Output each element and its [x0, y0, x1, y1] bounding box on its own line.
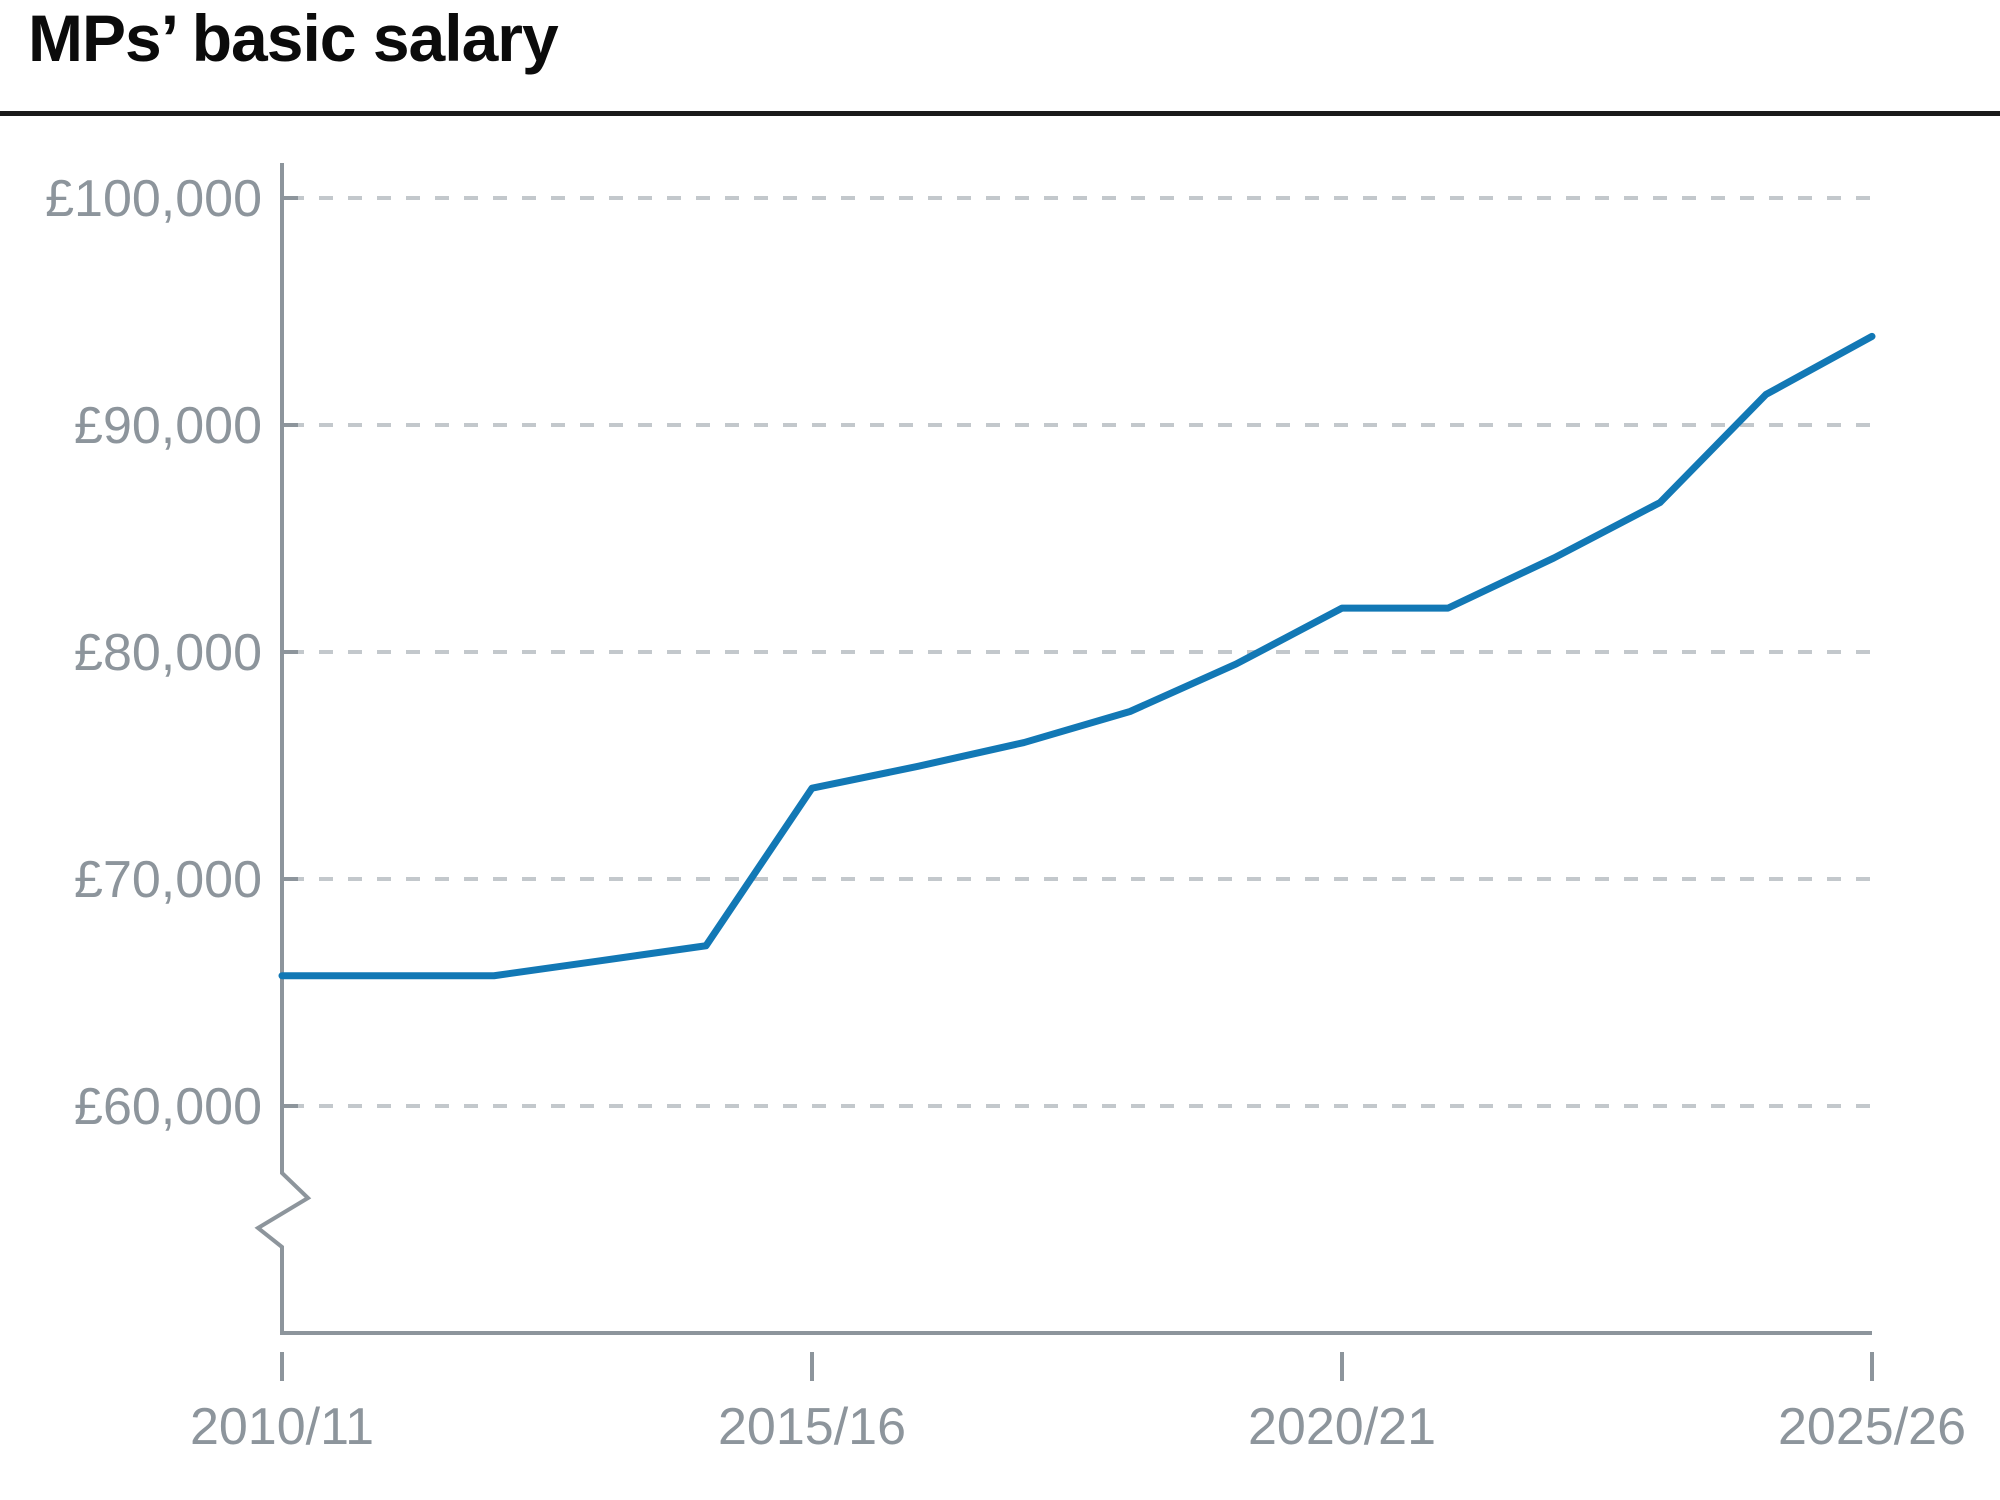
y-axis-label: £100,000: [45, 170, 262, 228]
y-axis-label: £80,000: [74, 624, 262, 682]
chart-title: MPs’ basic salary: [28, 1, 559, 75]
x-axis-label: 2015/16: [718, 1398, 906, 1456]
x-axis-label: 2025/26: [1778, 1398, 1966, 1456]
y-axis-label: £70,000: [74, 851, 262, 909]
axis-with-break: [254, 163, 1872, 1335]
title-divider: [0, 111, 2000, 116]
y-axis-label: £60,000: [74, 1078, 262, 1136]
x-axis-label: 2020/21: [1248, 1398, 1436, 1456]
y-axis-label: £90,000: [74, 397, 262, 455]
x-axis-label: 2010/11: [190, 1398, 374, 1456]
salary-line: [278, 332, 1876, 980]
